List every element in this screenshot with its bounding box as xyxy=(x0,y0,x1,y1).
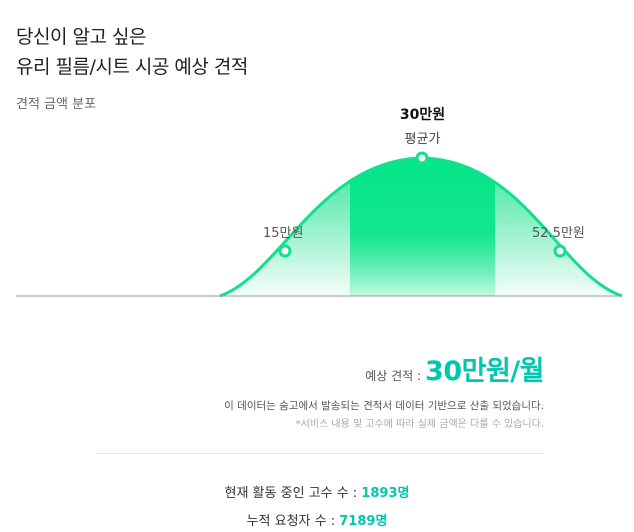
divider xyxy=(96,453,544,454)
active-pros-stat: 현재 활동 중인 고수 수 : 1893명 xyxy=(0,482,634,501)
distribution-label: 견적 금액 분포 xyxy=(16,97,97,112)
disclaimer-note: *서비스 내용 및 고수에 따라 실제 금액은 다를 수 있습니다. xyxy=(295,419,544,430)
title: 당신이 알고 싶은 유리 필름/시트 시공 예상 견적 xyxy=(16,22,248,82)
total-requests-value: 7189명 xyxy=(339,514,388,529)
price-distribution-chart xyxy=(0,100,634,310)
avg-price-marker xyxy=(415,151,429,165)
estimate-value: 30만원/월 xyxy=(425,356,544,387)
total-requests-label: 누적 요청자 수 : xyxy=(246,514,336,529)
estimate-label: 예상 견적 : xyxy=(365,369,422,383)
high-price-marker xyxy=(553,244,567,258)
low-price-marker xyxy=(278,244,292,258)
title-line-2: 유리 필름/시트 시공 예상 견적 xyxy=(16,56,248,78)
distribution-curve-graphic xyxy=(16,151,623,298)
active-pros-value: 1893명 xyxy=(361,486,410,501)
average-price: 30만원 xyxy=(399,107,446,123)
high-price-label: 52.5만원 xyxy=(532,226,585,241)
active-pros-label: 현재 활동 중인 고수 수 : xyxy=(224,486,358,501)
average-price-label: 평균가 xyxy=(404,132,441,147)
title-line-1: 당신이 알고 싶은 xyxy=(16,26,146,48)
data-source-note: 이 데이터는 숨고에서 발송되는 견적서 데이터 기반으로 산출 되었습니다. xyxy=(224,400,544,412)
total-requests-stat: 누적 요청자 수 : 7189명 xyxy=(0,510,634,529)
low-price-label: 15만원 xyxy=(263,226,304,241)
estimate-row: 예상 견적 : 30만원/월 xyxy=(365,349,544,388)
curve-fill-center xyxy=(350,158,495,296)
